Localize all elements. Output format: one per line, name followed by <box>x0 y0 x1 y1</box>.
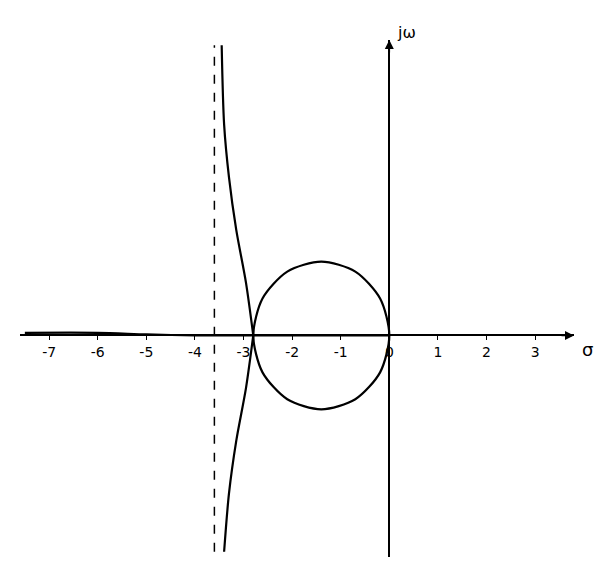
svg-text:1: 1 <box>433 344 442 360</box>
svg-text:σ: σ <box>582 339 593 360</box>
svg-text:-6: -6 <box>91 344 105 360</box>
svg-text:jω: jω <box>397 23 416 42</box>
svg-text:-7: -7 <box>42 344 56 360</box>
svg-text:-1: -1 <box>334 344 348 360</box>
svg-text:-4: -4 <box>188 344 202 360</box>
svg-text:-5: -5 <box>139 344 153 360</box>
svg-text:3: 3 <box>531 344 540 360</box>
svg-text:-2: -2 <box>285 344 299 360</box>
svg-text:0: 0 <box>385 344 394 360</box>
svg-text:-3: -3 <box>237 344 251 360</box>
svg-text:2: 2 <box>482 344 491 360</box>
